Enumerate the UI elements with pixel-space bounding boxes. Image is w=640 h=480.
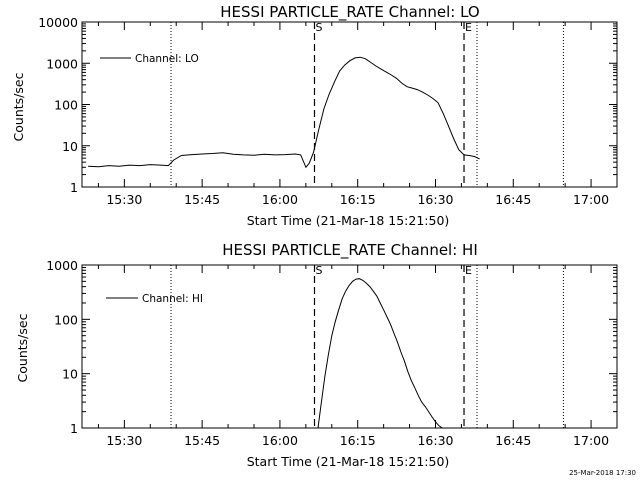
- x-tick-label: 16:45: [495, 433, 531, 448]
- panel-lo-title: HESSI PARTICLE_RATE Channel: LO: [220, 3, 479, 22]
- x-tick-label: 15:30: [106, 192, 142, 207]
- y-tick-label: 10000: [38, 15, 78, 30]
- x-tick-label: 16:30: [417, 433, 453, 448]
- series-line: [88, 56, 480, 169]
- marker-label-s: S: [315, 264, 322, 277]
- series-line: [317, 278, 443, 429]
- panel-lo-plot: 15:30 15:45 16:00 16:15 16:30 16:45 17:00 1 10 10…: [38, 15, 618, 207]
- marker-label-s: S: [315, 21, 322, 34]
- x-tick-label: 16:15: [340, 192, 376, 207]
- x-tick-label: 17:00: [573, 192, 609, 207]
- y-tick-label: 100: [54, 98, 78, 113]
- y-tick-label: 1: [70, 180, 78, 195]
- x-tick-label: 15:30: [106, 433, 142, 448]
- panel-hi-ylabel: Counts/sec: [15, 313, 30, 382]
- x-tick-label: 16:00: [262, 192, 298, 207]
- plot-frame: [81, 264, 618, 429]
- panel-hi-legend-label: Channel: HI: [142, 293, 203, 305]
- plot-frame: [81, 21, 618, 188]
- x-tick-label: 16:30: [417, 192, 453, 207]
- panel-hi-title: HESSI PARTICLE_RATE Channel: HI: [222, 241, 478, 260]
- y-tick-label: 100: [54, 312, 78, 327]
- marker-label-e: E: [465, 21, 472, 34]
- panel-lo-xlabel: Start Time (21-Mar-18 15:21:50): [247, 213, 450, 228]
- panel-hi-plot: 15:30 15:45 16:00 16:15 16:30 16:45 17:00 1 10 10…: [46, 258, 618, 448]
- x-tick-label: 17:00: [573, 433, 609, 448]
- y-tick-label: 10: [62, 367, 78, 382]
- y-tick-label: 1000: [46, 258, 78, 273]
- x-tick-label: 16:45: [495, 192, 531, 207]
- x-tick-label: 15:45: [184, 433, 220, 448]
- marker-label-e: E: [465, 264, 472, 277]
- y-tick-label: 1: [70, 421, 78, 436]
- x-tick-label: 16:15: [340, 433, 376, 448]
- x-tick-label: 16:00: [262, 433, 298, 448]
- x-tick-label: 15:45: [184, 192, 220, 207]
- footer-timestamp: 25-Mar-2018 17:30: [569, 469, 636, 477]
- panel-hi-xlabel: Start Time (21-Mar-18 15:21:50): [247, 454, 450, 469]
- y-tick-label: 1000: [46, 56, 78, 71]
- y-tick-label: 10: [62, 139, 78, 154]
- panel-lo-ylabel: Counts/sec: [11, 72, 26, 141]
- panel-lo-legend-label: Channel: LO: [135, 53, 199, 65]
